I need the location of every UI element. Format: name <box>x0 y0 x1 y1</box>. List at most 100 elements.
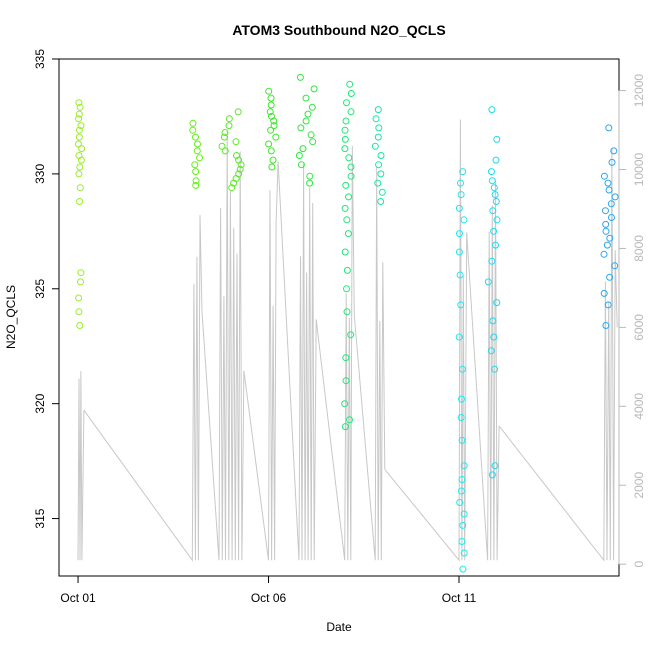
data-point-f3-5 <box>220 133 228 141</box>
chart-title: ATOM3 Southbound N2O_QCLS <box>232 22 445 38</box>
data-point-f10-5 <box>604 179 612 187</box>
data-point-f2-3 <box>192 133 199 141</box>
data-point-f5-3 <box>302 94 310 102</box>
altitude-trace-10 <box>498 148 618 562</box>
y2-tick-label: 2000 <box>632 472 646 499</box>
data-point-f6-16 <box>344 230 352 238</box>
data-point-f9-10 <box>493 216 501 224</box>
data-point-f10-16 <box>611 262 619 270</box>
x-axis: Oct 01 Oct 06 Oct 11 <box>60 575 477 605</box>
data-point-f9-3 <box>492 156 500 164</box>
data-point-f9-2 <box>493 135 501 143</box>
data-point-f10-9 <box>602 207 609 215</box>
data-point-f5-7 <box>297 124 305 132</box>
data-point-f10-2 <box>610 147 618 155</box>
data-point-f1-3 <box>75 110 83 118</box>
data-point-f2-10 <box>192 181 200 189</box>
data-point-f2-9 <box>192 177 200 185</box>
data-point-f8-14 <box>458 436 466 444</box>
data-point-f4-7 <box>270 122 278 130</box>
data-point-f6-14 <box>341 204 349 212</box>
data-point-f8-21 <box>458 538 466 545</box>
data-point-f10-18 <box>600 289 608 297</box>
y-tick-label: 320 <box>33 393 47 413</box>
data-point-f6-22 <box>342 354 350 362</box>
data-point-f6-7 <box>341 135 349 143</box>
data-point-f2-4 <box>194 140 201 148</box>
data-point-f1-15 <box>76 198 84 205</box>
data-point-f5-10 <box>299 145 307 153</box>
x-tick-label: Oct 01 <box>60 591 96 605</box>
altitude-trace-3 <box>201 131 245 561</box>
data-point-f7-1 <box>374 106 382 114</box>
data-point-f9-11 <box>490 227 498 235</box>
data-point-f7-7 <box>375 161 383 169</box>
data-point-f8-12 <box>458 395 465 403</box>
data-point-f1-11 <box>77 156 85 164</box>
data-point-f3-11 <box>237 161 245 169</box>
data-point-f7-4 <box>374 133 382 141</box>
data-point-f9-8 <box>492 198 500 205</box>
data-point-f8-3 <box>457 191 465 199</box>
data-point-f9-6 <box>490 184 498 192</box>
data-point-f9-12 <box>492 241 499 249</box>
data-points-group <box>74 73 619 573</box>
data-point-f7-3 <box>375 124 383 132</box>
y2-tick-label: 12000 <box>632 74 646 108</box>
data-point-f3-2 <box>225 115 233 123</box>
altitude-trace-7 <box>353 167 386 561</box>
y-tick-label: 325 <box>33 278 47 298</box>
data-point-f8-16 <box>458 476 466 483</box>
data-point-f10-14 <box>603 241 611 249</box>
data-point-f1-16 <box>77 269 85 277</box>
y2-tick-label: 6000 <box>632 314 646 341</box>
data-point-f1-20 <box>76 322 84 329</box>
data-point-f6-18 <box>343 266 351 274</box>
data-point-f7-11 <box>377 198 385 205</box>
data-point-f9-1 <box>488 106 496 114</box>
y2-tick-label: 0 <box>632 561 646 568</box>
data-point-f6-6 <box>341 126 349 134</box>
data-point-f6-1 <box>346 80 354 88</box>
data-point-f1-9 <box>78 145 86 153</box>
data-point-f8-4 <box>455 204 463 212</box>
altitude-trace-2 <box>83 215 203 562</box>
data-point-f6-8 <box>341 145 349 153</box>
data-point-f8-9 <box>457 301 465 309</box>
altitude-trace-8 <box>384 119 468 562</box>
data-point-f9-18 <box>487 347 495 355</box>
data-point-f10-17 <box>606 273 614 281</box>
data-point-f10-13 <box>606 234 614 242</box>
altitude-trace-4 <box>243 161 279 561</box>
data-point-f6-17 <box>341 248 349 256</box>
data-point-f1-2 <box>76 103 84 111</box>
data-point-f4-3 <box>267 101 275 109</box>
data-point-f3-15 <box>230 179 238 187</box>
data-point-f6-21 <box>347 331 355 339</box>
data-point-f3-12 <box>236 165 244 173</box>
data-point-f4-11 <box>267 147 275 155</box>
x-tick-label: Oct 06 <box>251 591 287 605</box>
data-point-f1-6 <box>75 126 83 134</box>
data-point-f9-7 <box>491 191 499 199</box>
data-point-f8-11 <box>458 365 466 373</box>
data-point-f4-1 <box>265 87 273 95</box>
data-point-f10-8 <box>607 200 615 208</box>
data-point-f2-2 <box>189 126 197 134</box>
data-point-f10-20 <box>602 322 610 329</box>
data-point-f3-7 <box>218 142 226 150</box>
data-point-f6-11 <box>347 172 355 180</box>
y-tick-label: 315 <box>33 508 47 528</box>
data-point-f10-6 <box>605 186 613 194</box>
data-point-f6-19 <box>343 285 350 293</box>
data-point-f2-7 <box>191 161 199 169</box>
data-point-f7-2 <box>372 115 380 123</box>
data-point-f2-8 <box>192 168 200 176</box>
data-point-f5-9 <box>309 138 317 146</box>
data-point-f5-5 <box>304 110 312 118</box>
data-point-f6-12 <box>342 181 350 189</box>
data-point-f8-15 <box>460 462 468 470</box>
data-point-f6-4 <box>347 108 355 116</box>
data-point-f10-12 <box>602 227 610 235</box>
data-point-f1-19 <box>75 308 83 316</box>
